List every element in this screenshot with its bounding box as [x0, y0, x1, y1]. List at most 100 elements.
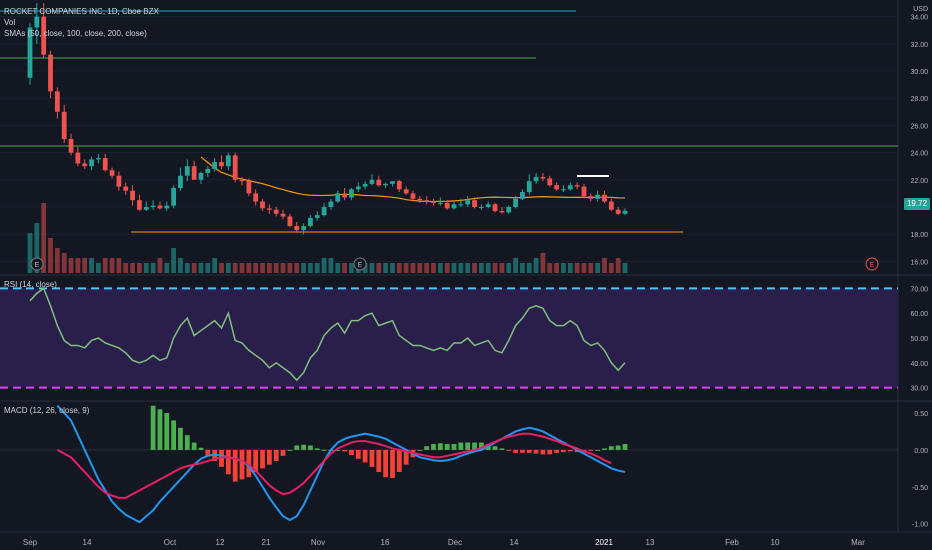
macd-histogram-bar: [595, 449, 601, 451]
volume-bar: [54, 248, 60, 273]
candle-body: [376, 179, 382, 186]
volume-bar: [137, 263, 142, 273]
volume-bar: [376, 263, 382, 273]
macd-legend[interactable]: MACD (12, 26, close, 9): [4, 406, 90, 415]
candle-body: [164, 205, 170, 209]
candle-body: [383, 183, 389, 186]
candle-body: [533, 177, 539, 182]
macd-histogram-bar: [451, 444, 457, 450]
sma-legend[interactable]: SMAs (50, close, 100, close, 200, close): [4, 29, 147, 38]
price-tick-label: 30.00: [910, 69, 928, 76]
price-tick-label: 24.00: [910, 151, 928, 158]
volume-bar: [561, 263, 566, 273]
time-axis-label: Dec: [448, 538, 462, 547]
volume-bar: [328, 258, 334, 273]
candle-body: [355, 186, 361, 190]
macd-histogram-bar: [178, 427, 183, 450]
candle-body: [184, 166, 190, 176]
volume-bar: [260, 263, 265, 273]
volume-bar: [335, 263, 341, 273]
volume-bar: [294, 263, 300, 273]
macd-histogram-bar: [540, 449, 546, 455]
volume-bar: [410, 263, 416, 273]
macd-histogram-bar: [225, 449, 231, 475]
volume-bar: [143, 263, 149, 273]
macd-tick-label: 0.50: [914, 411, 928, 418]
earnings-event-label: E: [35, 262, 40, 269]
volume-bar: [492, 263, 498, 273]
time-axis-label: Nov: [311, 538, 325, 547]
candle-body: [403, 189, 409, 194]
volume-bar: [506, 263, 512, 273]
candle-body: [205, 168, 211, 173]
candle-body: [34, 16, 40, 28]
volume-bar: [75, 258, 81, 273]
candle-body: [458, 204, 464, 206]
macd-histogram-bar: [520, 449, 525, 453]
volume-bar: [608, 263, 614, 273]
price-tick-label: 22.00: [910, 178, 928, 185]
candle-body: [280, 213, 286, 217]
candle-body: [520, 192, 525, 199]
candle-body: [608, 201, 614, 210]
macd-histogram-bar: [547, 449, 553, 455]
candle-body: [321, 207, 327, 216]
macd-histogram-bar: [458, 442, 464, 450]
volume-bar: [383, 263, 389, 273]
volume-bar: [246, 263, 252, 273]
symbol-title[interactable]: ROCKET COMPANIES INC, 1D, Cboe BZX: [4, 7, 159, 16]
volume-bar: [191, 263, 197, 273]
volume-bar: [513, 258, 518, 273]
macd-histogram-bar: [396, 449, 402, 473]
volume-bar: [95, 263, 101, 273]
candle-body: [239, 179, 245, 182]
macd-line: [56, 405, 626, 524]
volume-legend[interactable]: Vol: [4, 18, 16, 27]
macd-histogram-bar: [253, 449, 259, 473]
volume-bar: [68, 258, 74, 273]
candle-body: [472, 200, 477, 207]
candle-body: [198, 173, 204, 180]
candle-body: [554, 185, 560, 190]
time-axis-label: 12: [216, 538, 225, 547]
signal-line: [56, 432, 612, 499]
volume-bar: [164, 263, 170, 273]
volume-bar: [225, 263, 231, 273]
candle-body: [219, 162, 224, 167]
volume-bar: [27, 233, 33, 273]
time-axis-label: Feb: [725, 538, 739, 547]
earnings-event-icon: [865, 257, 879, 271]
candle-body: [335, 193, 341, 202]
macd-histogram-bar: [314, 448, 320, 450]
volume-bar: [205, 263, 211, 273]
earnings-event-icon: [353, 257, 367, 271]
macd-histogram-bar: [431, 444, 436, 450]
price-tick-label: 16.00: [910, 259, 928, 266]
candle-body: [465, 200, 471, 205]
macd-histogram-bar: [301, 444, 306, 450]
candle-body: [137, 200, 142, 210]
candle-body: [150, 205, 156, 207]
macd-histogram-bar: [437, 443, 443, 450]
volume-bar: [567, 263, 573, 273]
volume-bar: [431, 263, 436, 273]
candle-body: [588, 196, 594, 199]
volume-bar: [478, 263, 484, 273]
volume-bar: [116, 258, 122, 273]
candle-body: [451, 204, 457, 209]
candle-body: [225, 155, 231, 167]
macd-histogram-bar: [588, 449, 594, 451]
volume-bar: [547, 263, 553, 273]
candle-body: [574, 185, 580, 187]
volume-bar: [41, 203, 47, 273]
volume-bar: [622, 263, 628, 273]
macd-histogram-bar: [513, 449, 518, 453]
rsi-legend[interactable]: RSI (14, close): [4, 280, 57, 289]
price-tick-label: 26.00: [910, 123, 928, 130]
volume-bar: [602, 258, 607, 273]
time-axis-label: 10: [771, 538, 780, 547]
macd-histogram-bar: [157, 409, 163, 450]
candle-body: [171, 187, 177, 206]
candle-body: [485, 204, 491, 207]
